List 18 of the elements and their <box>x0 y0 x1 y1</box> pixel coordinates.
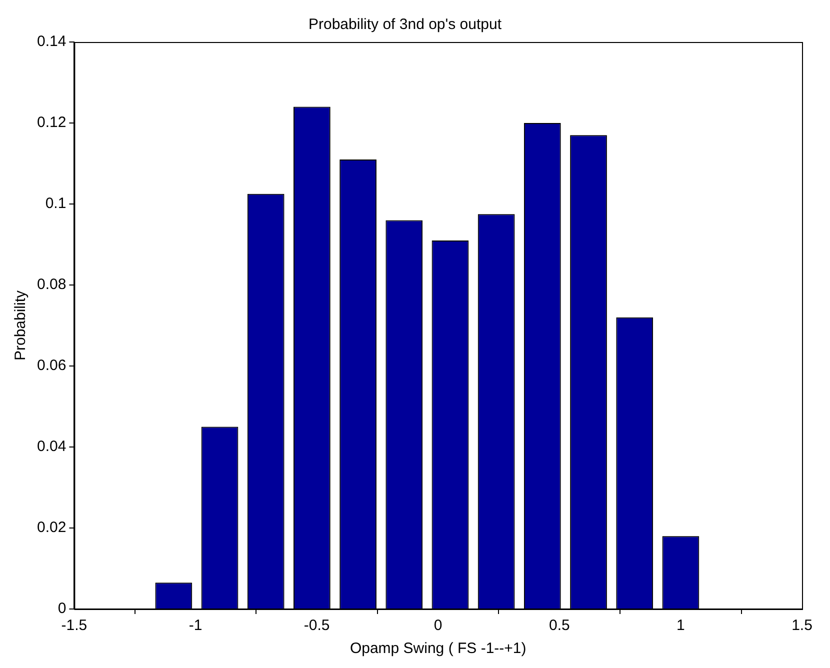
x-tick-label: -1.5 <box>61 617 88 634</box>
y-tick-label: 0.04 <box>36 438 66 456</box>
x-tick-label: 0.5 <box>548 617 570 634</box>
y-tick-label: 0.12 <box>36 114 66 132</box>
x-tick-label: -1 <box>188 617 202 634</box>
y-tick-label: 0.14 <box>36 33 66 50</box>
x-axis-title: Opamp Swing ( FS -1--+1) <box>350 640 526 658</box>
y-tick-label: 0 <box>58 600 66 618</box>
y-axis-title: Probability <box>12 290 30 361</box>
x-tick-label: 1 <box>676 617 685 634</box>
chart-title: Probability of 3nd op's output <box>308 16 502 34</box>
x-tick-label: -0.5 <box>304 617 330 634</box>
y-tick-label: 0.06 <box>36 357 66 374</box>
y-tick-label: 0.02 <box>36 519 66 536</box>
x-tick-label: 0 <box>434 617 442 634</box>
y-tick-label: 0.1 <box>45 195 66 212</box>
x-tick-label: 1.5 <box>792 617 812 634</box>
y-tick-label: 0.08 <box>36 276 66 294</box>
